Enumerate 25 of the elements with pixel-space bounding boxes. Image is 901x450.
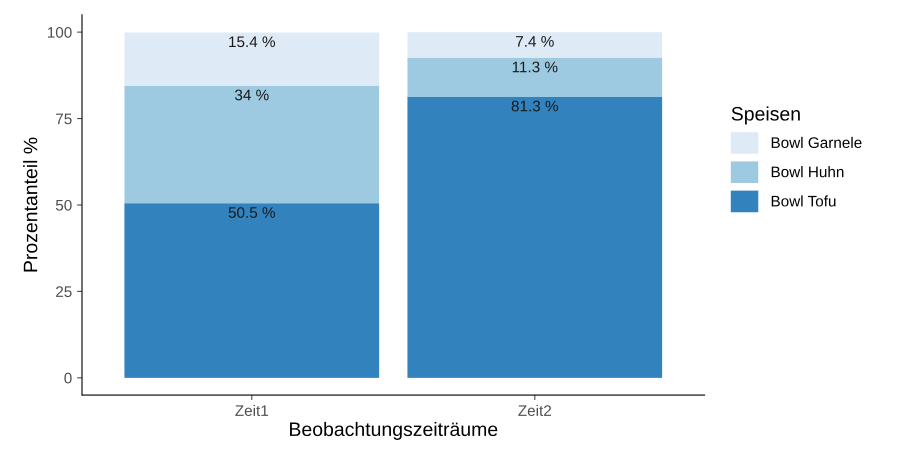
y-tick-label: 25 [56,286,72,298]
legend-title: Speisen [732,106,800,125]
x-tick-label: Zeit1 [235,404,268,416]
bar [124,203,380,378]
x-axis-title: Beobachtungszeiträume [290,422,498,440]
legend-label: Bowl Tofu [772,195,836,207]
bar [407,96,662,378]
data-label: 15.4 % [229,36,276,48]
bar [407,58,662,97]
legend-label: Bowl Garnele [772,136,862,148]
x-tick-label: Zeit2 [518,404,551,416]
data-label: 11.3 % [512,62,558,72]
legend-label: Bowl Huhn [772,166,844,178]
data-label: 81.3 % [512,100,558,112]
y-tick-label: 75 [56,114,72,124]
bar [124,86,380,204]
y-tick-label: 100 [48,27,72,38]
data-label: 7.4 % [516,36,554,47]
bar [407,32,662,58]
y-tick-label: 0 [64,372,72,384]
bar [124,32,380,86]
data-label: 50.5 % [228,207,276,218]
y-tick-label: 50 [56,200,72,211]
data-label: 34 % [234,90,269,100]
y-axis-title: Prozentanteil % [23,138,38,272]
